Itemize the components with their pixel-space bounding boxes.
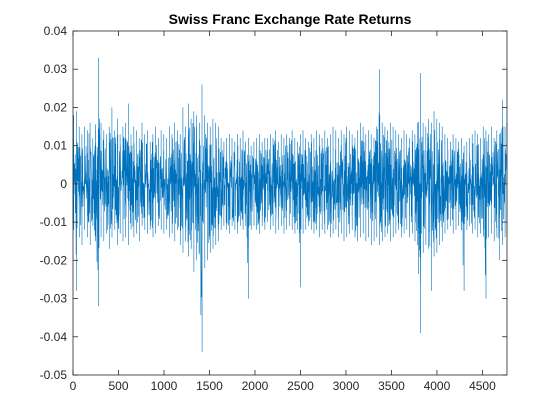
x-tick-label: 4000: [424, 379, 451, 393]
y-tick-label: -0.04: [40, 330, 68, 344]
y-tick-label: -0.02: [40, 253, 68, 267]
y-tick-label: 0: [60, 177, 67, 191]
x-tick-label: 2500: [287, 379, 314, 393]
x-tick-label: 0: [70, 379, 77, 393]
y-tick-label: -0.03: [40, 292, 68, 306]
x-tick-label: 4500: [469, 379, 496, 393]
x-tick-label: 3000: [333, 379, 360, 393]
series-layer: [72, 57, 508, 353]
y-tick-label: 0.02: [44, 100, 68, 114]
axes-layer: 0 500 1000 1500 2000 2500 3000 3500 4000 4500 -0.0…: [40, 24, 508, 393]
series-line: [72, 57, 508, 353]
y-tick-label: 0.03: [44, 62, 68, 76]
x-tick-label: 2000: [242, 379, 269, 393]
x-tick-label: 500: [108, 379, 128, 393]
x-tick-label: 3500: [378, 379, 405, 393]
y-tick-label: 0.04: [44, 24, 68, 38]
axes-box: [72, 30, 508, 376]
chart-title: Swiss Franc Exchange Rate Returns: [169, 11, 412, 27]
y-tick-label: -0.01: [40, 215, 68, 229]
y-tick-label: 0.01: [44, 139, 68, 153]
x-tick-label: 1000: [151, 379, 178, 393]
x-tick-label: 1500: [196, 379, 223, 393]
y-tick-label: -0.05: [40, 368, 68, 382]
